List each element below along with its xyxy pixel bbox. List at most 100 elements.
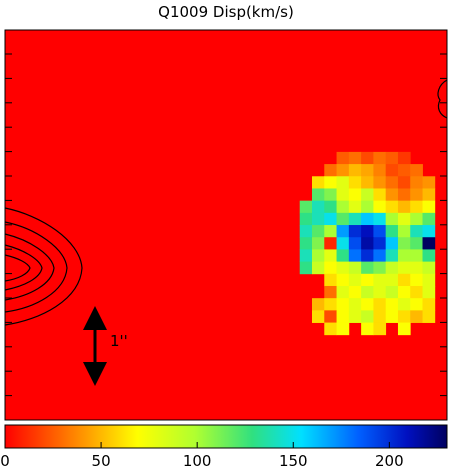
- map-cell: [410, 310, 423, 323]
- map-cell: [361, 310, 374, 323]
- map-cell: [373, 164, 387, 177]
- map-cell: [336, 176, 350, 189]
- colorbar: [4, 424, 448, 449]
- map-cell: [312, 249, 325, 263]
- scale-label: 1'': [110, 332, 128, 350]
- map-cell: [373, 285, 387, 299]
- map-cell: [348, 310, 362, 323]
- map-cell: [348, 151, 362, 165]
- scale-arrow: [83, 306, 107, 386]
- map-cell: [324, 164, 337, 177]
- map-cell: [373, 322, 387, 336]
- map-cell: [361, 285, 374, 299]
- map-cell: [385, 310, 399, 323]
- map-cell: [385, 164, 399, 177]
- map-cell: [422, 249, 436, 263]
- map-cell: [361, 261, 374, 275]
- map-cell: [422, 285, 436, 299]
- map-cell: [410, 261, 423, 275]
- map-cell: [373, 237, 387, 250]
- map-cell: [312, 176, 325, 189]
- map-cell: [373, 273, 387, 287]
- map-cell: [373, 176, 387, 189]
- map-cell: [348, 261, 362, 275]
- map-cell: [397, 298, 411, 311]
- map-cell: [397, 212, 411, 226]
- map-cell: [324, 188, 337, 202]
- map-cell: [373, 298, 387, 311]
- map-cell: [361, 237, 374, 250]
- map-cell: [385, 225, 399, 238]
- map-cell: [312, 212, 325, 226]
- map-cell: [373, 261, 387, 275]
- map-cell: [385, 237, 399, 250]
- map-cell: [373, 225, 387, 238]
- map-cell: [348, 188, 362, 202]
- map-cell: [336, 225, 350, 238]
- map-cell: [312, 310, 325, 323]
- map-cell: [422, 188, 436, 202]
- map-cell: [348, 212, 362, 226]
- map-cell: [336, 298, 350, 311]
- map-cell: [336, 249, 350, 263]
- map-cell: [348, 285, 362, 299]
- map-cell: [299, 237, 313, 250]
- map-cell: [410, 200, 423, 214]
- map-cell: [397, 322, 411, 336]
- map-cell: [312, 225, 325, 238]
- map-cell: [299, 225, 313, 238]
- map-cell: [422, 273, 436, 287]
- map-cell: [312, 200, 325, 214]
- map-cell: [336, 188, 350, 202]
- map-cell: [422, 237, 436, 250]
- map-cell: [361, 322, 374, 336]
- map-cell: [336, 200, 350, 214]
- map-cell: [397, 188, 411, 202]
- map-cell: [385, 212, 399, 226]
- colorbar-tick-label: 100: [183, 452, 212, 470]
- map-cell: [324, 273, 337, 287]
- map-cell: [361, 164, 374, 177]
- map-cell: [422, 200, 436, 214]
- map-cell: [299, 261, 313, 275]
- map-cell: [336, 212, 350, 226]
- map-cell: [410, 225, 423, 238]
- map-cell: [373, 310, 387, 323]
- map-cell: [361, 249, 374, 263]
- map-cell: [410, 273, 423, 287]
- map-cell: [385, 273, 399, 287]
- map-cell: [397, 164, 411, 177]
- map-cell: [336, 237, 350, 250]
- map-cell: [410, 212, 423, 226]
- map-cell: [397, 249, 411, 263]
- map-cell: [348, 273, 362, 287]
- map-cell: [324, 249, 337, 263]
- colorbar-tick-label: 50: [92, 452, 111, 470]
- map-cell: [385, 298, 399, 311]
- map-cell: [385, 151, 399, 165]
- map-cell: [422, 261, 436, 275]
- map-cell: [422, 225, 436, 238]
- map-cell: [361, 188, 374, 202]
- map-cell: [324, 225, 337, 238]
- map-cell: [397, 151, 411, 165]
- map-cell: [361, 273, 374, 287]
- map-cell: [397, 176, 411, 189]
- map-cell: [361, 212, 374, 226]
- map-cell: [422, 212, 436, 226]
- map-cell: [385, 176, 399, 189]
- map-cell: [410, 249, 423, 263]
- map-cell: [397, 200, 411, 214]
- map-cell: [336, 285, 350, 299]
- map-cell: [348, 200, 362, 214]
- map-cell: [410, 285, 423, 299]
- frame-ticks: [5, 53, 447, 421]
- map-cell: [324, 261, 337, 275]
- map-cell: [361, 225, 374, 238]
- map-cell: [361, 151, 374, 165]
- map-cell: [312, 261, 325, 275]
- map-cell: [422, 298, 436, 311]
- map-cell: [397, 261, 411, 275]
- map-cell: [324, 298, 337, 311]
